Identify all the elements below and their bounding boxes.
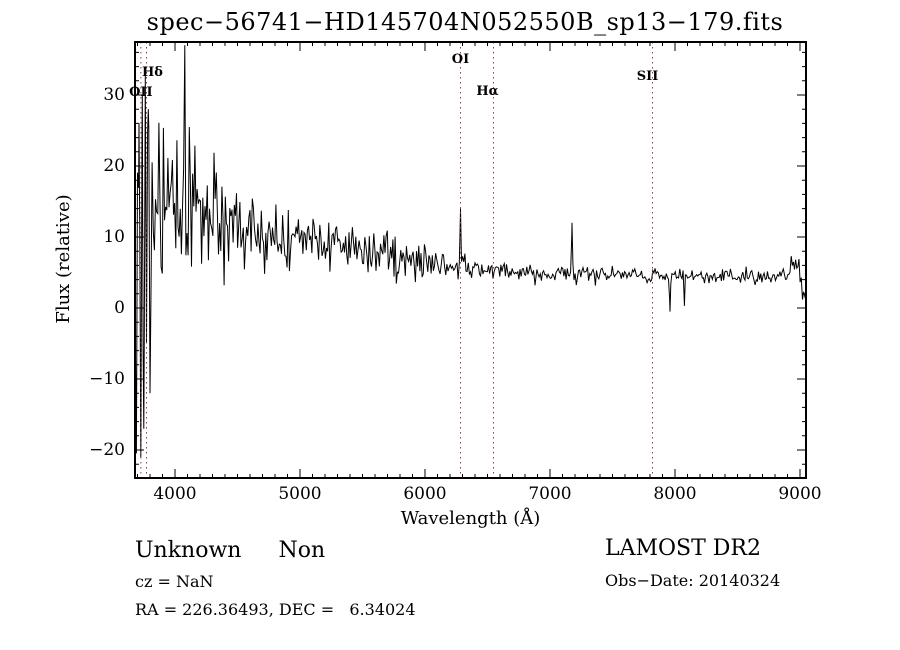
y-tick-label: −20 — [89, 440, 125, 460]
y-tick-label: 10 — [103, 227, 125, 247]
spectral-line-label: Hδ — [142, 65, 163, 80]
y-tick-label: −10 — [89, 369, 125, 389]
x-axis-label: Wavelength (Å) — [400, 508, 541, 529]
obs-date-text: Obs−Date: 20140324 — [605, 571, 781, 590]
object-class: Unknown — [135, 538, 242, 563]
spectral-line-label: Hα — [476, 84, 499, 99]
x-tick-label: 6000 — [403, 484, 447, 504]
x-tick-label: 8000 — [653, 484, 697, 504]
y-tick-label: 30 — [103, 85, 125, 105]
x-tick-label: 7000 — [528, 484, 572, 504]
spectral-line-label: OII — [129, 85, 153, 100]
axis-ticks — [135, 42, 806, 478]
y-tick-label: 0 — [114, 298, 125, 318]
plot-frame — [134, 41, 807, 479]
cz-value-text: cz = NaN — [135, 572, 214, 591]
y-axis-label: Flux (relative) — [53, 194, 74, 324]
spectral-line-label: SII — [636, 69, 659, 84]
x-tick-label: 4000 — [153, 484, 197, 504]
ra-dec-text: RA = 226.36493, DEC = 6.34024 — [135, 600, 416, 619]
spectral-line-label: OI — [451, 52, 470, 67]
page-title: spec−56741−HD145704N052550B_sp13−179.fit… — [146, 8, 784, 36]
survey-release-text: LAMOST DR2 — [605, 536, 761, 561]
x-tick-label: 9000 — [778, 484, 822, 504]
spectrum-trace — [135, 45, 806, 458]
y-tick-label: 20 — [103, 156, 125, 176]
x-tick-label: 5000 — [278, 484, 322, 504]
object-subclass: Non — [278, 538, 326, 563]
classification-text: Unknown Non — [135, 538, 325, 563]
